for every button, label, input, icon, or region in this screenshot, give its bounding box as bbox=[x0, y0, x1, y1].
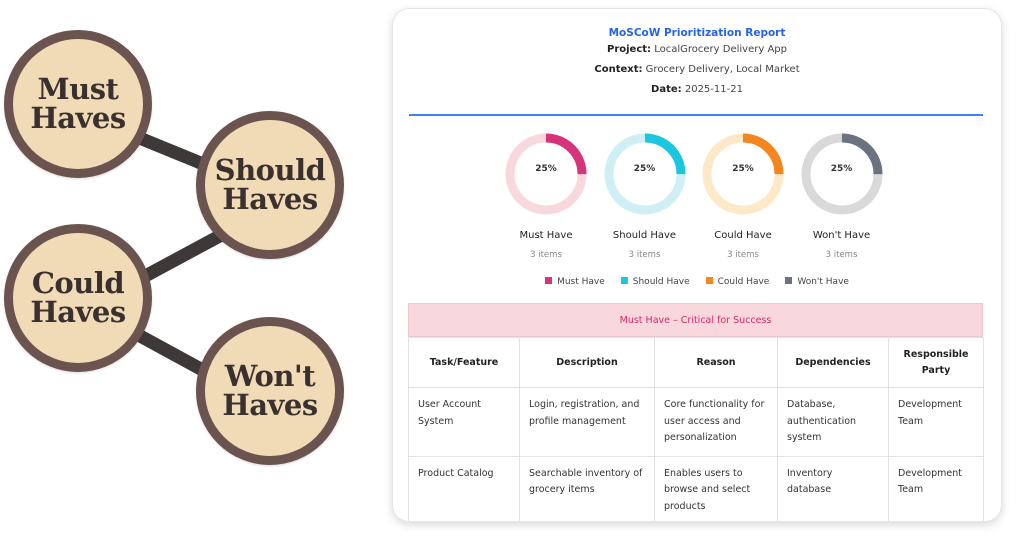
cell-task: User Account System bbox=[408, 387, 520, 457]
context-label: Context: bbox=[594, 64, 643, 75]
legend-swatch bbox=[705, 277, 713, 284]
context-line: Context: Grocery Delivery, Local Market bbox=[393, 60, 1001, 80]
donut-slice-0 bbox=[505, 133, 587, 215]
project-label: Project: bbox=[606, 44, 652, 55]
donut-percent-label: 25% bbox=[732, 164, 754, 174]
donut-category-label: Should Have bbox=[612, 230, 677, 241]
donut-svg bbox=[801, 133, 882, 215]
donut-count-label: 3 items bbox=[628, 250, 661, 260]
header-responsible: Responsible Party bbox=[888, 337, 984, 388]
donut-slice-2 bbox=[702, 133, 784, 215]
report-card: MoSCoW Prioritization Report Project: Lo… bbox=[393, 9, 1001, 521]
table-header-row: Task/Feature Description Reason Dependen… bbox=[408, 337, 984, 388]
donut-0: 25% Must Have 3 items bbox=[501, 129, 591, 260]
donut-svg bbox=[702, 133, 784, 215]
donut-1: 25% Should Have 3 items bbox=[600, 129, 690, 260]
legend-swatch bbox=[620, 277, 628, 284]
donut-count-label: 3 items bbox=[825, 250, 858, 260]
cell-description: Searchable inventory of grocery items bbox=[519, 455, 655, 521]
donut-charts: 25% Must Have 3 items 25% Should Have 3 items… bbox=[501, 129, 901, 260]
donut-category-label: Must Have bbox=[519, 230, 573, 241]
should-haves-bubble: Should Haves bbox=[196, 111, 344, 259]
donut-percent-label: 25% bbox=[830, 164, 853, 174]
donut-3: 25% Won't Have 3 items bbox=[797, 129, 887, 260]
legend-item: Won't Have bbox=[785, 277, 849, 287]
legend-label: Must Have bbox=[557, 277, 605, 287]
donut-percent-label: 25% bbox=[633, 164, 656, 174]
legend-swatch bbox=[545, 277, 553, 284]
cell-dependencies: Database, authentication system bbox=[777, 387, 889, 457]
donut-slice-1 bbox=[604, 133, 685, 215]
must-haves-bubble: Must Haves bbox=[4, 30, 152, 178]
date-line: Date: 2025-11-21 bbox=[393, 80, 1001, 100]
table-row: Product Catalog Searchable inventory of … bbox=[408, 455, 984, 521]
context-value: Grocery Delivery, Local Market bbox=[645, 64, 800, 75]
header-description: Description bbox=[519, 337, 655, 388]
date-label: Date: bbox=[651, 84, 682, 95]
donut-svg bbox=[505, 133, 587, 215]
header-reason: Reason bbox=[654, 337, 778, 388]
project-line: Project: LocalGrocery Delivery App bbox=[393, 40, 1001, 60]
legend-item: Must Have bbox=[545, 277, 605, 287]
cell-description: Login, registration, and profile managem… bbox=[519, 387, 655, 457]
project-value: LocalGrocery Delivery App bbox=[654, 44, 787, 55]
legend-swatch bbox=[785, 277, 793, 284]
legend-item: Could Have bbox=[705, 277, 770, 287]
table-row: User Account System Login, registration,… bbox=[408, 387, 984, 457]
header-divider bbox=[409, 114, 983, 116]
header-dependencies: Dependencies bbox=[777, 337, 889, 388]
must-line1: Must bbox=[37, 72, 119, 106]
date-value: 2025-11-21 bbox=[684, 84, 743, 95]
donut-count-label: 3 items bbox=[530, 250, 562, 260]
could-line2: Haves bbox=[30, 295, 126, 329]
wont-haves-bubble: Won't Haves bbox=[196, 317, 344, 465]
donut-slice-3 bbox=[801, 133, 882, 215]
must-have-section: Must Have – Critical for Success Task/Fe… bbox=[408, 303, 984, 521]
moscow-diagram: Must Haves Should Haves Could Haves Won't Ha… bbox=[0, 0, 360, 543]
report-header: MoSCoW Prioritization Report Project: Lo… bbox=[393, 9, 1001, 115]
donut-svg bbox=[604, 133, 685, 215]
could-line1: Could bbox=[31, 266, 125, 300]
donut-category-label: Could Have bbox=[714, 230, 772, 241]
wont-line2: Haves bbox=[222, 388, 318, 422]
must-line2: Haves bbox=[30, 101, 126, 135]
donut-percent-label: 25% bbox=[535, 164, 557, 174]
should-line2: Haves bbox=[222, 182, 318, 216]
cell-responsible: Development Team bbox=[888, 455, 984, 521]
legend-label: Won't Have bbox=[797, 277, 849, 287]
chart-legend: Must Have Should Have Could Have Won't Have bbox=[393, 277, 1001, 287]
legend-item: Should Have bbox=[620, 277, 690, 287]
wont-line1: Won't bbox=[224, 359, 316, 393]
report-title: MoSCoW Prioritization Report bbox=[608, 27, 786, 39]
donut-2: 25% Could Have 3 items bbox=[698, 129, 788, 260]
should-line1: Should bbox=[214, 153, 326, 187]
donut-count-label: 3 items bbox=[727, 250, 759, 260]
legend-label: Should Have bbox=[632, 277, 690, 287]
legend-label: Could Have bbox=[717, 277, 770, 287]
cell-reason: Enables users to browse and select produ… bbox=[654, 455, 778, 521]
cell-reason: Core functionality for user access and p… bbox=[654, 387, 778, 457]
could-haves-bubble: Could Haves bbox=[4, 224, 152, 372]
must-have-table: Task/Feature Description Reason Dependen… bbox=[408, 337, 984, 521]
cell-responsible: Development Team bbox=[888, 387, 984, 457]
header-task: Task/Feature bbox=[408, 337, 520, 388]
section-title: Must Have – Critical for Success bbox=[408, 303, 983, 337]
donut-category-label: Won't Have bbox=[812, 230, 871, 241]
cell-dependencies: Inventory database bbox=[777, 455, 889, 521]
cell-task: Product Catalog bbox=[408, 455, 520, 521]
